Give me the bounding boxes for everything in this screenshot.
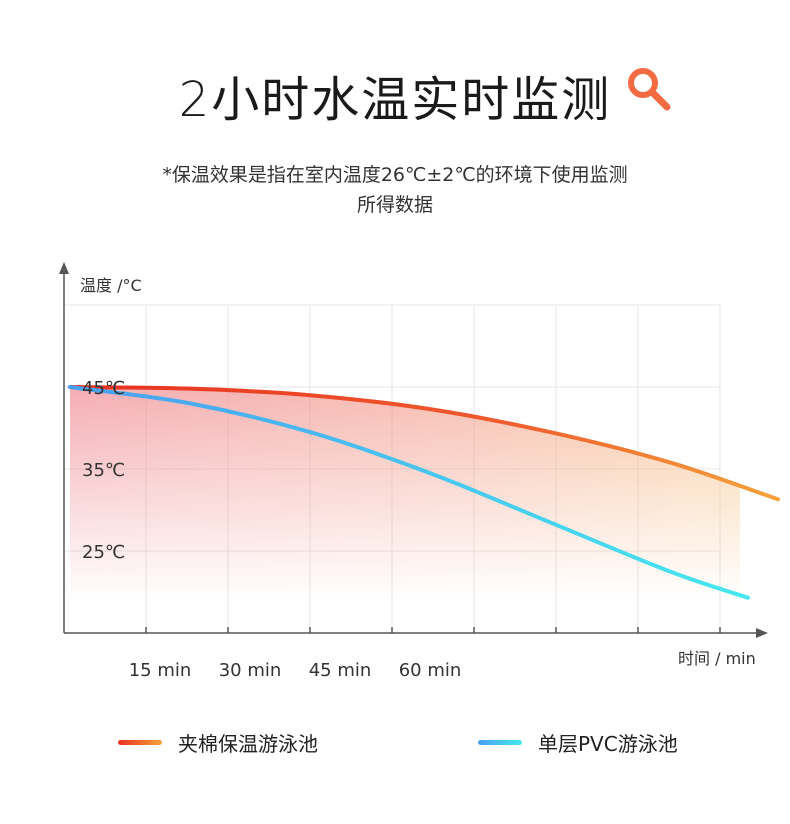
axes [59, 262, 768, 638]
y-tick-label: 45℃ [82, 378, 125, 399]
series-line-single-pvc [68, 385, 750, 600]
temperature-chart: 温度 /°C 时间 / min 45℃ 35℃ 25℃ 15 min 30 min 45 mi… [59, 262, 780, 680]
legend-swatch [118, 740, 162, 745]
series-area-fill [70, 387, 778, 600]
page-title: 2小时水温实时监测 [178, 72, 612, 128]
y-tick-label: 35℃ [82, 460, 125, 481]
y-tick-label: 25℃ [82, 542, 125, 563]
x-tick-label: 60 min [399, 660, 462, 680]
search-icon [628, 68, 671, 111]
legend-label: 单层PVC游泳池 [538, 732, 678, 756]
legend-label: 夹棉保温游泳池 [178, 732, 318, 756]
note-line-1: *保温效果是指在室内温度26℃±2℃的环境下使用监测 [162, 164, 628, 186]
legend-swatch [478, 740, 522, 745]
legend-item-single-pvc: 单层PVC游泳池 [478, 728, 678, 757]
x-axis-arrow [756, 628, 768, 638]
note-line-2: 所得数据 [356, 194, 433, 216]
y-axis-label: 温度 /°C [80, 276, 142, 295]
test-condition-note: *保温效果是指在室内温度26℃±2℃的环境下使用监测 所得数据 [95, 160, 695, 220]
x-tick-label: 30 min [219, 660, 282, 680]
y-axis-arrow [59, 262, 69, 274]
x-tick-label: 15 min [129, 660, 192, 680]
x-axis-label: 时间 / min [678, 649, 756, 668]
x-tick-label: 45 min [309, 660, 372, 680]
series-line-cotton-insulated [68, 385, 780, 502]
legend-item-cotton-insulated: 夹棉保温游泳池 [118, 728, 318, 757]
